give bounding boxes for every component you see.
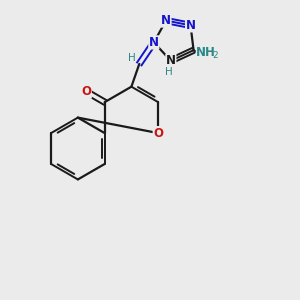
Text: O: O <box>81 85 91 98</box>
Text: N: N <box>149 36 159 49</box>
Text: N: N <box>186 19 196 32</box>
Text: H: H <box>165 67 172 77</box>
Text: N: N <box>166 54 176 67</box>
Text: N: N <box>161 14 171 27</box>
Text: O: O <box>153 127 163 140</box>
Text: NH: NH <box>196 46 216 59</box>
Text: H: H <box>128 53 136 63</box>
Text: 2: 2 <box>212 51 218 60</box>
